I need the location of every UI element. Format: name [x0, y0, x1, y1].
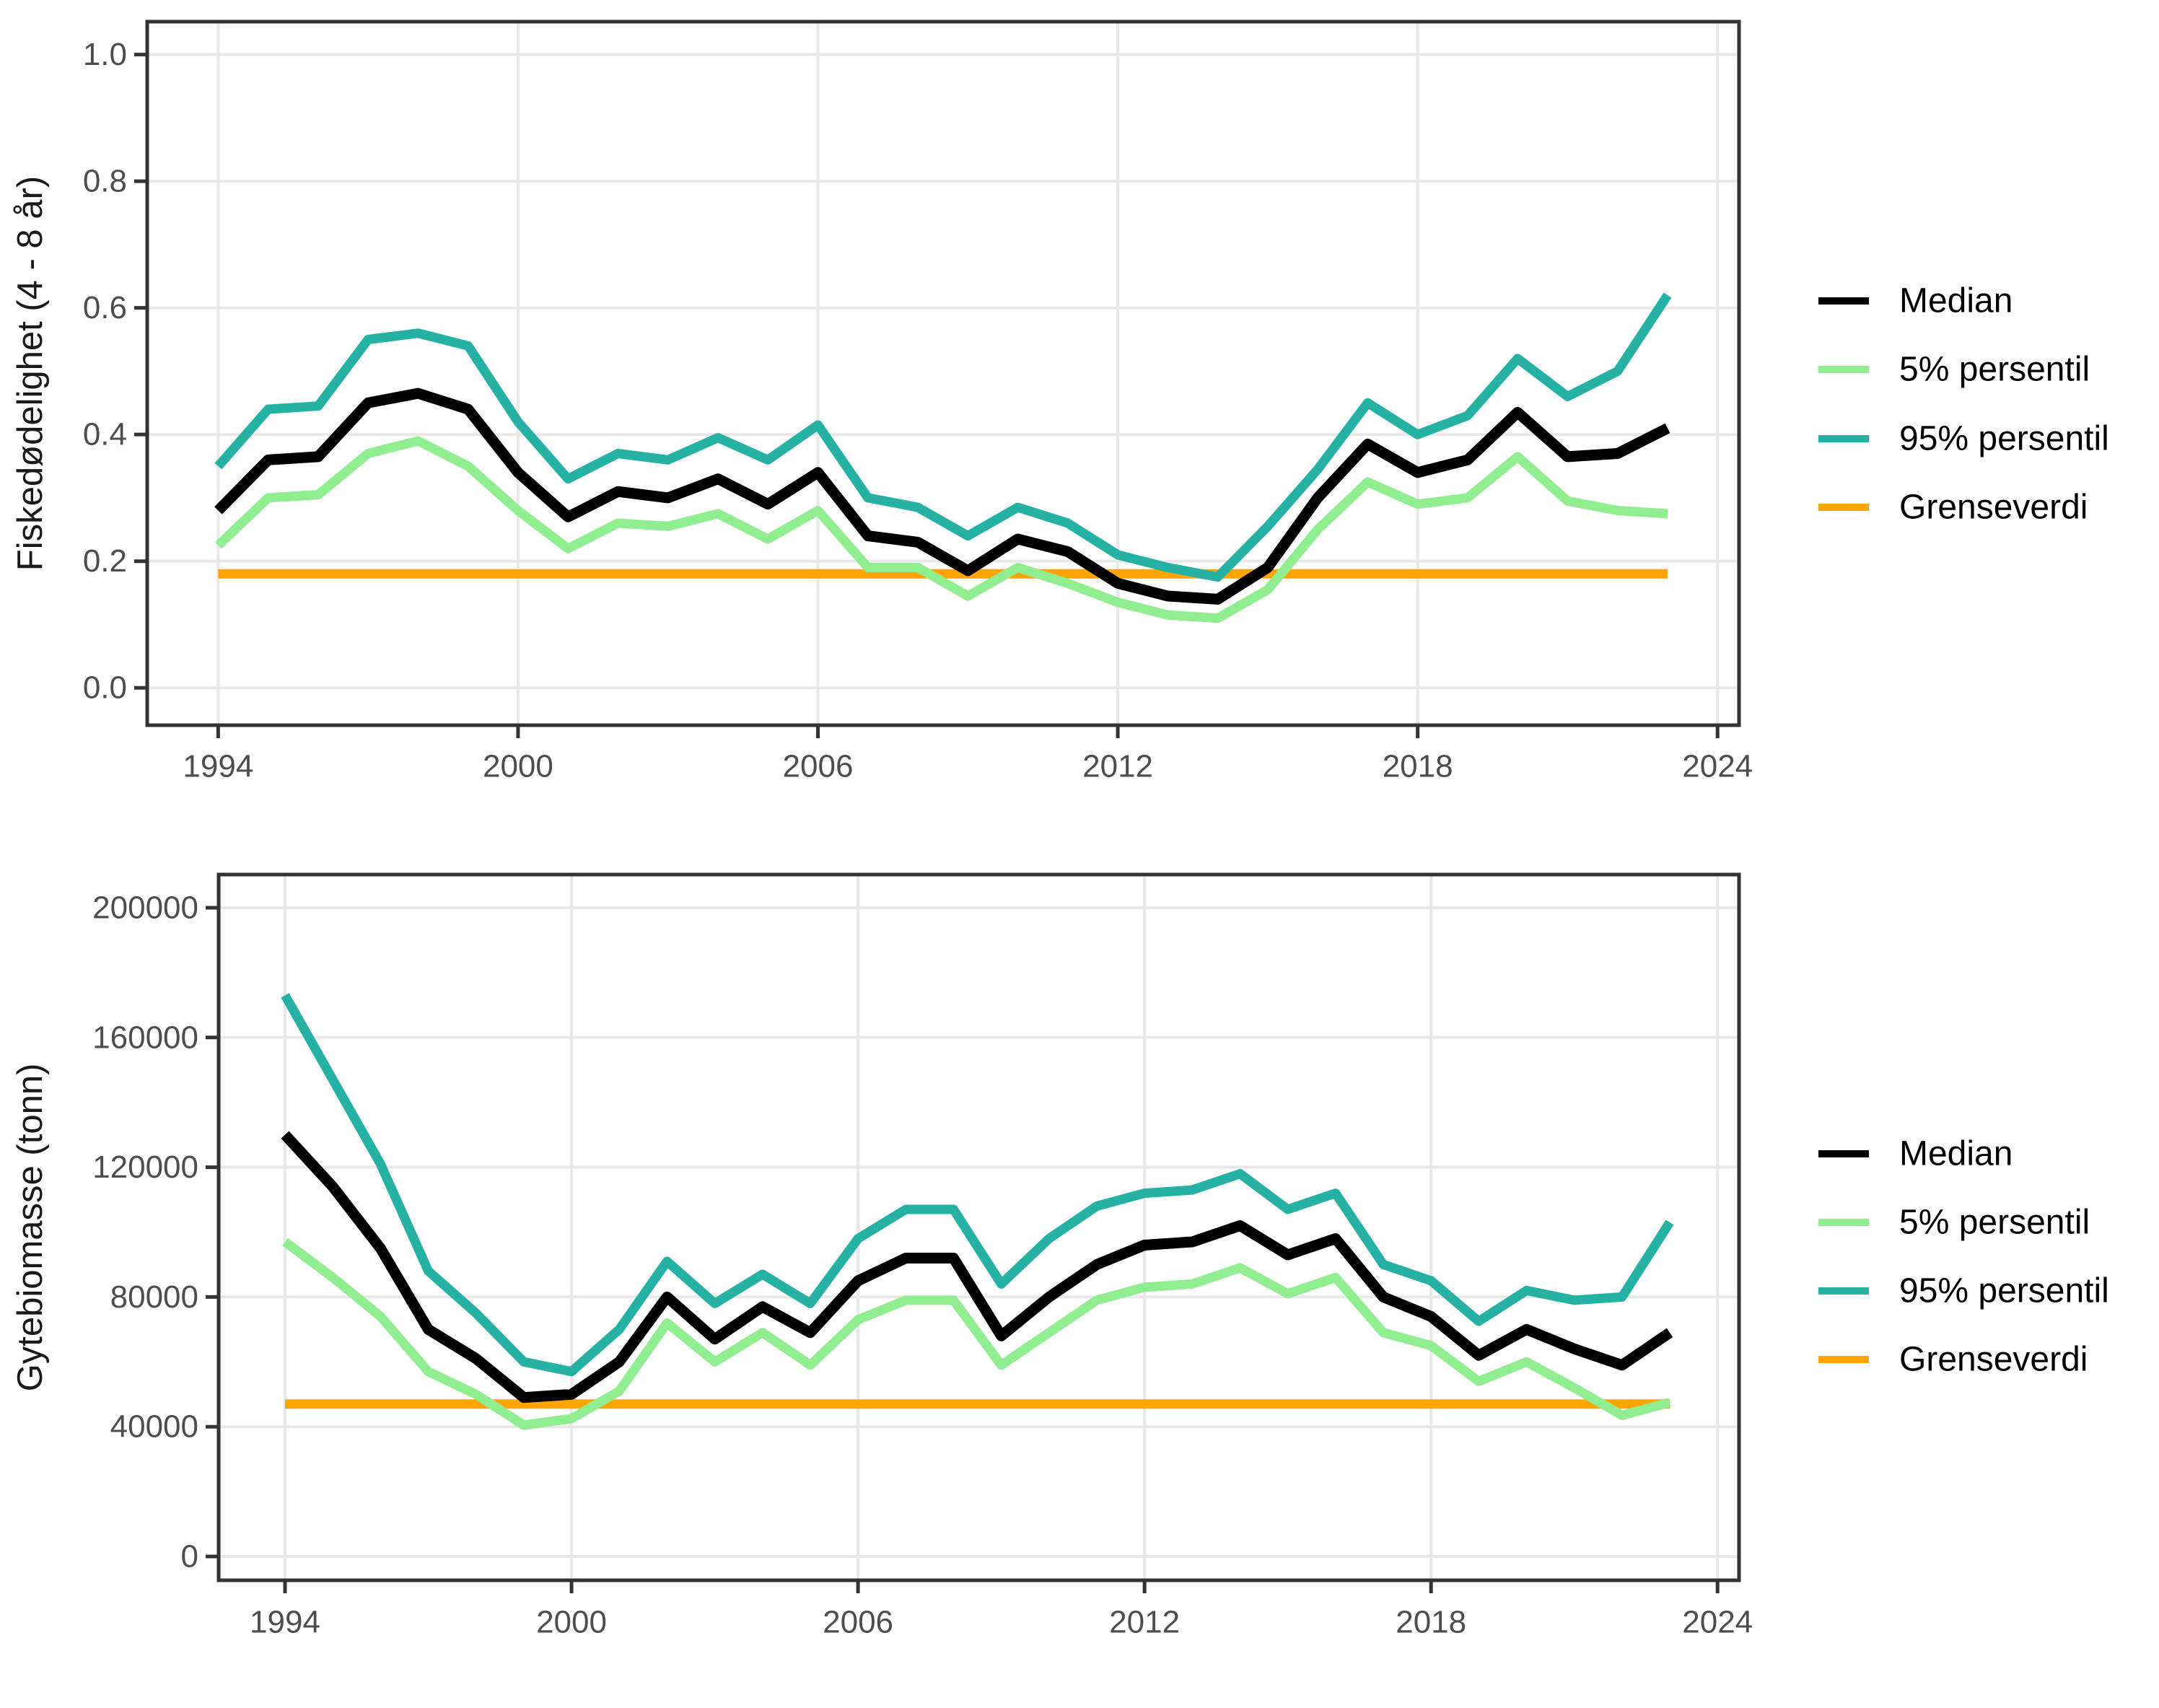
legend-item-95-persentil: 95% persentil: [1818, 420, 2109, 458]
legend-item-5-persentil: 5% persentil: [1818, 1204, 2090, 1242]
series-line-median: [214, 387, 1670, 605]
series-line-5-persentil: [282, 1238, 1671, 1430]
panel-border: [216, 872, 1741, 1582]
x-axis-labels: 1994 2000 2006 2012 2018 2024: [183, 749, 1753, 784]
x-tick-label: 2018: [1383, 749, 1453, 784]
x-tick-label: 2006: [783, 749, 854, 784]
x-tick-label: 2000: [483, 749, 553, 784]
fiskedodelighet-legend: Median 5% persentil 95% persentil Grensever…: [1818, 282, 2109, 527]
y-tick-label: 160000: [92, 1020, 198, 1055]
axis-ticks: [134, 53, 1720, 738]
x-tick-label: 2024: [1682, 749, 1753, 784]
series-line-95-persentil: [281, 993, 1674, 1377]
axis-ticks: [206, 906, 1720, 1593]
legend-label: 95% persentil: [1899, 420, 2109, 458]
gridlines: [147, 22, 1739, 725]
x-tick-label: 1994: [183, 749, 253, 784]
legend-label: 5% persentil: [1899, 351, 2090, 389]
legend-label: 95% persentil: [1899, 1272, 2109, 1310]
gytebiomasse-panel: 1994 2000 2006 2012 2018 2024 0 40000 80000 12000…: [11, 872, 2109, 1640]
y-axis-title: Gytebiomasse (tonn): [11, 1064, 50, 1392]
legend-item-95-persentil: 95% persentil: [1818, 1272, 2109, 1310]
y-axis-labels: 0.0 0.2 0.4 0.6 0.8 1.0: [83, 37, 127, 706]
series-line-median: [281, 1131, 1673, 1403]
y-tick-label: 120000: [92, 1149, 198, 1185]
y-tick-label: 0.0: [83, 670, 127, 706]
legend-item-median: Median: [1818, 282, 2013, 320]
x-tick-label: 2012: [1082, 749, 1153, 784]
legend-item-median: Median: [1818, 1135, 2013, 1173]
y-axis-title: Fiskedødelighet (4 - 8 år): [11, 176, 50, 571]
legend-item-grenseverdi: Grenseverdi: [1818, 489, 2088, 527]
y-tick-label: 0.2: [83, 543, 127, 579]
legend-label: Grenseverdi: [1899, 1341, 2088, 1379]
x-tick-label: 2024: [1682, 1605, 1753, 1640]
legend-label: Grenseverdi: [1899, 489, 2088, 527]
y-tick-label: 0: [181, 1539, 198, 1575]
fiskedodelighet-panel: 1994 2000 2006 2012 2018 2024 0.0 0.2 0.4 0.6 0.8 1…: [11, 19, 2109, 784]
y-tick-label: 40000: [110, 1409, 198, 1445]
panel-border: [145, 19, 1741, 727]
legend-label: Median: [1899, 282, 2013, 320]
series-line-5-persentil: [214, 436, 1668, 623]
y-tick-label: 200000: [92, 890, 198, 925]
legend-item-5-persentil: 5% persentil: [1818, 351, 2090, 389]
gytebiomasse-legend: Median 5% persentil 95% persentil Grensever…: [1818, 1135, 2109, 1379]
legend-label: 5% persentil: [1899, 1204, 2090, 1242]
y-tick-label: 80000: [110, 1279, 198, 1315]
series-line-95-persentil: [214, 292, 1672, 582]
x-tick-label: 1994: [250, 1605, 320, 1640]
x-tick-label: 2012: [1109, 1605, 1180, 1640]
legend-item-grenseverdi: Grenseverdi: [1818, 1341, 2088, 1379]
x-tick-label: 2018: [1396, 1605, 1466, 1640]
y-tick-label: 1.0: [83, 37, 127, 72]
x-axis-labels: 1994 2000 2006 2012 2018 2024: [250, 1605, 1753, 1640]
gridlines: [219, 875, 1739, 1580]
y-tick-label: 0.8: [83, 164, 127, 199]
x-tick-label: 2006: [823, 1605, 893, 1640]
y-axis-labels: 0 40000 80000 120000 160000 200000: [92, 890, 198, 1574]
y-tick-label: 0.4: [83, 417, 127, 452]
y-tick-label: 0.6: [83, 290, 127, 325]
legend-label: Median: [1899, 1135, 2013, 1173]
x-tick-label: 2000: [536, 1605, 607, 1640]
